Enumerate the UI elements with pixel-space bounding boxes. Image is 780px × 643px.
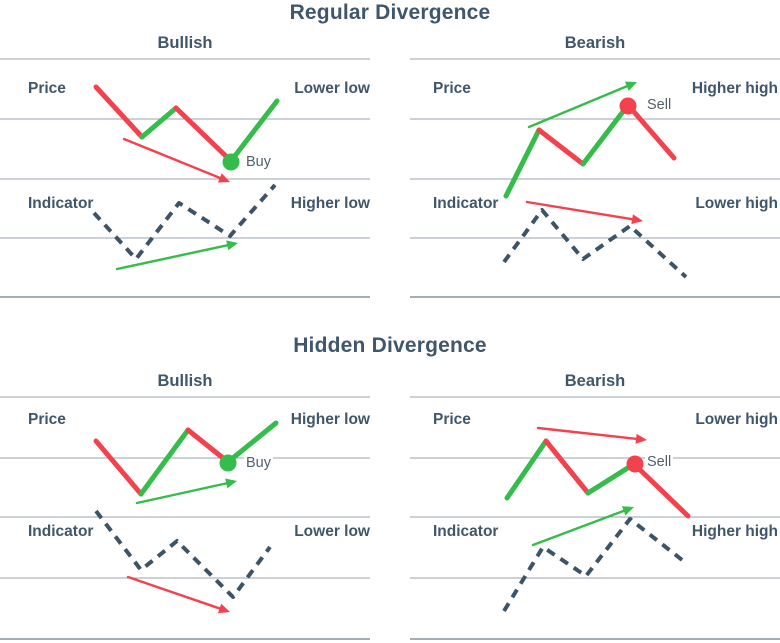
buy-signal-dot xyxy=(219,454,237,472)
indicator-label: Indicator xyxy=(28,195,94,212)
indicator-row: Indicator Higher high xyxy=(433,523,778,540)
price-line-segment xyxy=(585,461,637,496)
price-label: Price xyxy=(28,411,66,428)
indicator-note: Lower high xyxy=(695,195,778,212)
price-line-segment xyxy=(536,127,586,167)
price-line-segment xyxy=(503,127,542,199)
price-row: Price Higher high xyxy=(433,80,778,97)
trend-arrow-head xyxy=(226,240,238,251)
section-title-hidden-divergence: Hidden Divergence xyxy=(293,334,487,357)
indicator-label: Indicator xyxy=(433,195,499,212)
trend-arrow xyxy=(527,85,629,129)
trend-arrow xyxy=(115,244,229,271)
trend-arrow xyxy=(135,482,228,505)
sell-signal-label: Sell xyxy=(645,454,674,471)
trend-arrow-head xyxy=(631,214,643,225)
price-line-segment xyxy=(139,105,179,140)
section-title-regular-divergence: Regular Divergence xyxy=(289,1,491,24)
price-line-segment xyxy=(173,105,234,164)
price-line-segment xyxy=(185,427,231,465)
price-line-segment xyxy=(504,438,549,501)
price-line-segment xyxy=(543,438,591,496)
sell-signal-dot xyxy=(626,455,644,473)
trend-arrow-head xyxy=(225,478,237,489)
indicator-dashed-line xyxy=(94,509,272,599)
price-line-segment xyxy=(93,84,145,140)
price-label: Price xyxy=(433,80,471,97)
trend-arrow-head xyxy=(621,506,634,516)
price-row: Price Lower low xyxy=(28,80,370,97)
trend-arrow-head xyxy=(635,433,647,444)
price-line-segment xyxy=(631,461,691,519)
column-header-hidden-bearish: Bearish xyxy=(564,372,626,390)
indicator-note: Lower low xyxy=(294,523,370,540)
trend-arrow xyxy=(122,137,222,180)
price-note: Higher low xyxy=(290,411,370,428)
trend-arrow-head xyxy=(624,81,637,91)
buy-signal-label: Buy xyxy=(244,455,273,472)
price-line-segment xyxy=(225,420,279,465)
indicator-dashed-line xyxy=(502,517,688,613)
indicator-dashed-line xyxy=(502,208,688,279)
indicator-row: Indicator Higher low xyxy=(28,195,370,212)
sell-signal-dot xyxy=(619,97,637,115)
trend-arrow-head xyxy=(217,603,230,614)
column-header-regular-bearish: Bearish xyxy=(564,34,626,52)
indicator-row: Indicator Lower high xyxy=(433,195,778,212)
price-line-segment xyxy=(138,427,191,497)
price-line-segment xyxy=(228,98,280,164)
indicator-row: Indicator Lower low xyxy=(28,523,370,540)
indicator-label: Indicator xyxy=(433,523,499,540)
price-line-segment xyxy=(625,102,677,161)
column-header-hidden-bullish: Bullish xyxy=(157,372,213,390)
trend-arrow xyxy=(126,575,221,610)
trend-arrow xyxy=(536,426,638,440)
price-note: Lower low xyxy=(294,80,370,97)
buy-signal-label: Buy xyxy=(244,154,273,171)
indicator-note: Higher low xyxy=(290,195,370,212)
sell-signal-label: Sell xyxy=(645,97,674,114)
indicator-note: Higher high xyxy=(691,523,778,540)
column-header-regular-bullish: Bullish xyxy=(157,34,213,52)
trend-arrow xyxy=(525,200,634,221)
price-line-segment xyxy=(580,102,631,167)
buy-signal-dot xyxy=(222,153,240,171)
price-line-segment xyxy=(93,438,144,497)
price-note: Lower high xyxy=(695,411,778,428)
price-row: Price Lower high xyxy=(433,411,778,428)
indicator-label: Indicator xyxy=(28,523,94,540)
price-label: Price xyxy=(433,411,471,428)
trend-arrow xyxy=(531,509,625,547)
price-row: Price Higher low xyxy=(28,411,370,428)
price-note: Higher high xyxy=(691,80,778,97)
indicator-dashed-line xyxy=(92,183,277,261)
price-label: Price xyxy=(28,80,66,97)
trend-arrow-head xyxy=(217,173,230,183)
